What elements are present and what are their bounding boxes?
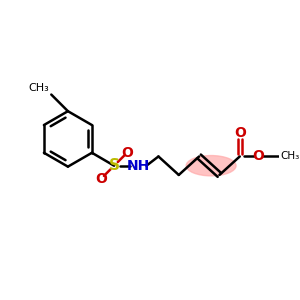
Text: O: O — [121, 146, 133, 160]
Ellipse shape — [186, 155, 236, 176]
Text: CH₃: CH₃ — [280, 152, 300, 161]
Text: CH₃: CH₃ — [29, 83, 50, 93]
Text: S: S — [109, 158, 120, 173]
Text: O: O — [252, 149, 264, 164]
Text: O: O — [234, 126, 246, 140]
Text: O: O — [95, 172, 107, 186]
Text: NH: NH — [127, 159, 150, 173]
